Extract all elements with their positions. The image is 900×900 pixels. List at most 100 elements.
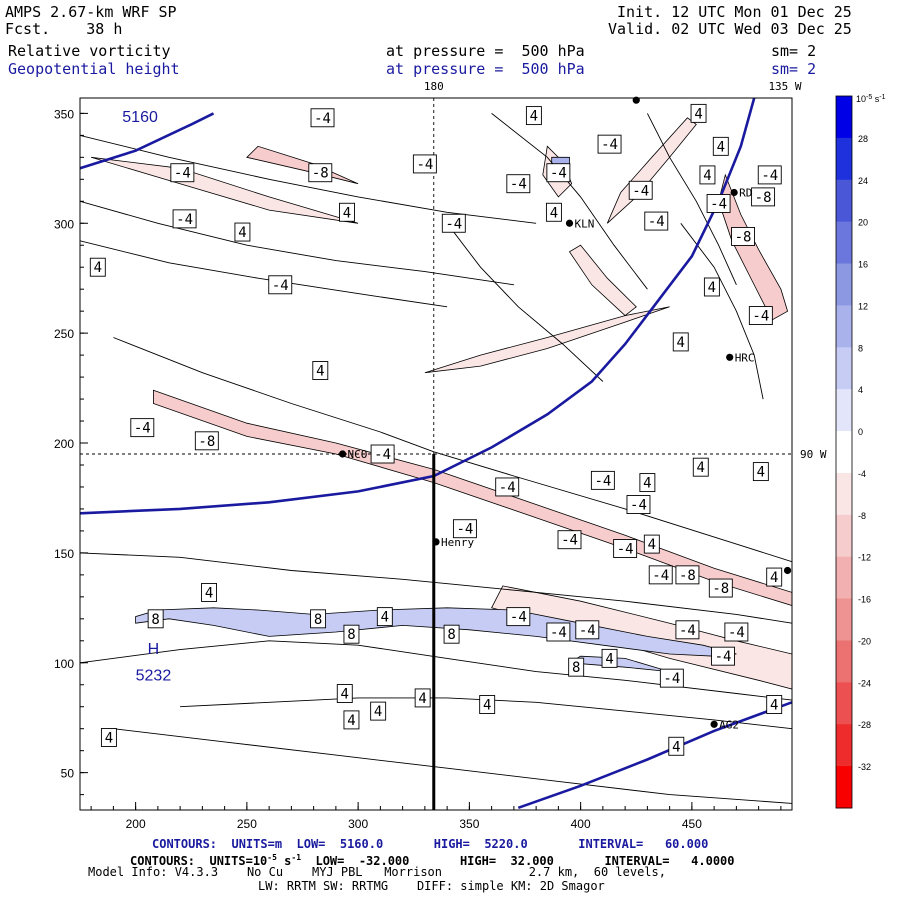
height-contour-info: CONTOURS: UNITS=m LOW= 5160.0 HIGH= 5220… xyxy=(152,837,709,851)
contour-label-box-25 xyxy=(731,226,755,246)
contour-label-box-53 xyxy=(613,539,638,558)
vorticity-contour-5 xyxy=(80,640,792,701)
station-marker-3 xyxy=(730,188,738,197)
vorticity-contour-2 xyxy=(80,240,448,308)
colorbar-swatch--8 xyxy=(836,514,852,558)
contour-label-box-19 xyxy=(339,202,355,222)
contour-label-44: -4 xyxy=(374,447,391,463)
contour-label-box-68 xyxy=(343,624,360,644)
field2-smoothing: sm= 2 xyxy=(771,60,817,78)
vorticity-contour-8 xyxy=(491,113,648,290)
contour-label-74: 4 xyxy=(341,687,349,703)
contour-label-77: 4 xyxy=(483,698,491,714)
contour-label-15: -8 xyxy=(755,190,772,206)
contour-label-box-76 xyxy=(370,701,387,721)
model-info: Model Info: V4.3.3 No Cu MYJ PBL Morriso… xyxy=(88,865,666,879)
vorticity-contour-7 xyxy=(113,728,792,804)
contour-label-box-60 xyxy=(147,609,164,629)
colorbar-swatch--16 xyxy=(836,598,852,641)
contour-label-box-81 xyxy=(668,736,685,756)
colorbar-units: 10-5 s-1 xyxy=(856,94,886,104)
height-label-1: H xyxy=(148,641,160,658)
contour-label-18: -4 xyxy=(176,212,193,228)
contour-label-box-10 xyxy=(699,165,716,185)
model-title: AMPS 2.67-km WRF SP xyxy=(5,3,177,21)
height-label-2: 5232 xyxy=(136,667,172,684)
contour-label-box-2 xyxy=(690,103,707,123)
colorbar-swatch-0 xyxy=(836,431,852,474)
contour-label-3: -4 xyxy=(416,157,433,173)
field1-smoothing: sm= 2 xyxy=(771,42,817,60)
reference-line-layer: 180 135 W 90 W xyxy=(80,80,827,810)
contour-label-box-33 xyxy=(748,306,773,326)
contour-label-box-63 xyxy=(506,607,531,627)
contour-label-25: -8 xyxy=(735,229,752,245)
vorticity-contour-1 xyxy=(80,200,514,286)
x-tick-label-450: 450 xyxy=(682,817,702,831)
colorbar-label-16: 16 xyxy=(858,260,868,270)
contour-label-80: 4 xyxy=(105,730,113,746)
contour-label-56: -8 xyxy=(679,568,696,584)
colorbar-swatch--28 xyxy=(836,724,852,767)
colorbar-swatch--12 xyxy=(836,556,852,600)
field1-name: Relative vorticity xyxy=(8,42,171,60)
contour-label-27: 4 xyxy=(94,260,102,276)
contour-label-box-58 xyxy=(766,567,783,587)
contour-label-box-5 xyxy=(712,136,729,156)
contour-label-box-29 xyxy=(268,275,293,295)
colorbar-swatch--20 xyxy=(836,640,852,683)
init-time: Init. 12 UTC Mon 01 Dec 25 xyxy=(617,3,852,21)
contour-label-box-80 xyxy=(100,728,117,747)
colorbar-swatch--4 xyxy=(836,472,852,516)
contour-label-box-49 xyxy=(639,473,656,493)
height-contour-5160-2 xyxy=(517,701,792,810)
contour-label-box-61 xyxy=(310,609,327,629)
contour-label-10: 4 xyxy=(703,168,711,184)
contour-label-62: 4 xyxy=(381,610,389,626)
x-tick-label-200: 200 xyxy=(126,817,146,831)
contour-label-81: 4 xyxy=(672,739,680,755)
x-tick-label-300: 300 xyxy=(348,817,368,831)
meridian-label-top: 180 xyxy=(424,80,444,93)
contour-label-36: 4 xyxy=(677,335,685,351)
contour-label-box-41 xyxy=(312,361,329,380)
contour-label-6: -4 xyxy=(174,166,191,182)
colorbar-label-24: 24 xyxy=(858,176,868,186)
colorbar-swatch-8 xyxy=(836,347,852,390)
colorbar-swatch--32 xyxy=(836,766,852,809)
y-tick-label-350: 350 xyxy=(54,107,74,121)
vorticity-fill-layer xyxy=(90,117,792,690)
plot-frame xyxy=(79,97,793,811)
x-tick-label-350: 350 xyxy=(459,817,479,831)
contour-label-78: 4 xyxy=(770,698,778,714)
contour-label-box-75 xyxy=(414,688,431,708)
contour-label-11: -4 xyxy=(510,177,527,193)
height-contour-5160-1 xyxy=(80,112,215,170)
contour-label-65: -4 xyxy=(579,623,596,639)
contour-label-4: -4 xyxy=(601,137,618,153)
vorticity-band-7 xyxy=(606,117,697,224)
forecast-hour: Fcst. 38 h xyxy=(5,20,123,38)
contour-label-box-22 xyxy=(644,211,669,231)
physics-info: LW: RRTM SW: RRTMG DIFF: simple KM: 2D S… xyxy=(258,879,605,893)
vorticity-contour-9 xyxy=(646,113,737,285)
contour-label-53: -4 xyxy=(617,541,634,557)
contour-label-box-1 xyxy=(310,108,335,128)
contour-label-box-43 xyxy=(194,431,219,451)
vort-units-exp2: -1 xyxy=(291,853,302,862)
y-tick-label-250: 250 xyxy=(54,327,74,341)
contour-label-48: -4 xyxy=(594,473,611,489)
contour-label-box-62 xyxy=(376,607,393,627)
colorbar-label--20: -20 xyxy=(858,636,871,646)
station-label-henry: Henry xyxy=(441,536,474,549)
contour-label-73: -4 xyxy=(663,671,680,687)
contour-label-21: 4 xyxy=(550,205,558,221)
contour-label-box-65 xyxy=(575,620,600,640)
contour-label-box-72 xyxy=(568,657,585,677)
contour-label-box-7 xyxy=(308,163,333,183)
contour-label-51: -4 xyxy=(456,522,473,538)
colorbar-label--24: -24 xyxy=(858,678,871,688)
contour-label-47: 4 xyxy=(757,465,765,481)
station-marker-0 xyxy=(338,450,347,458)
station-label-kln: KLN xyxy=(575,217,595,230)
